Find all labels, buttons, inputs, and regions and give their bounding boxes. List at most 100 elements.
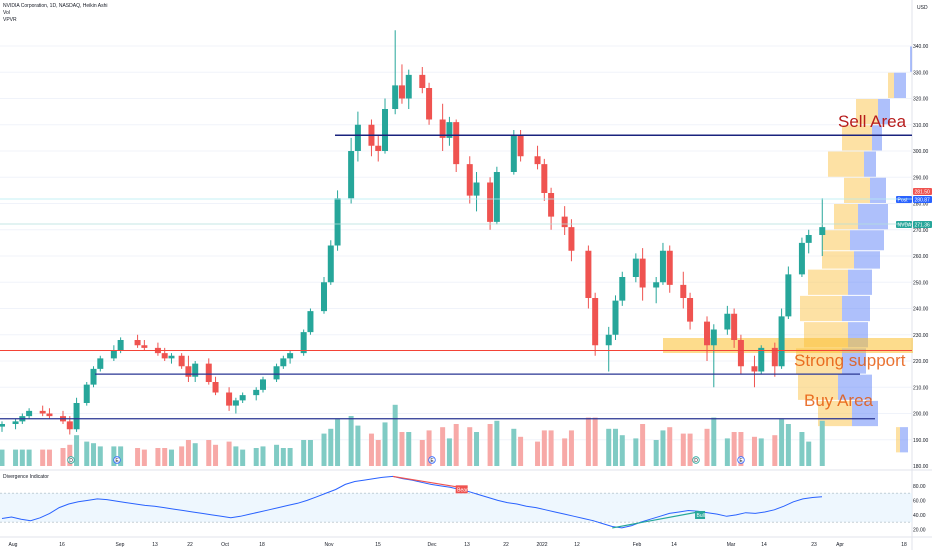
candle-body	[110, 350, 117, 359]
bear-divergence-line	[392, 475, 460, 488]
price-tick-label: 240.00	[913, 307, 929, 313]
candle-body	[46, 413, 53, 417]
candle-body	[493, 172, 500, 222]
price-tag-text: NVDA	[898, 223, 913, 229]
candle-body	[212, 382, 219, 393]
volume-bar	[399, 432, 405, 466]
price-tag	[913, 188, 932, 195]
volume-bar	[280, 448, 286, 466]
volume-bar	[274, 444, 280, 466]
vpvr-legend[interactable]: VPVR	[3, 17, 17, 23]
candle-body	[639, 258, 646, 288]
volume-bar	[711, 417, 717, 466]
time-tick-label: 15	[375, 542, 381, 548]
candle-body	[534, 156, 541, 165]
event-marker-letter: D	[69, 458, 73, 464]
vpvr-down-bar	[834, 204, 858, 230]
symbol-legend[interactable]: NVIDIA Corporation, 1D, NASDAQ, Heikin A…	[3, 3, 108, 9]
volume-bar	[162, 448, 168, 466]
candle-body	[273, 366, 280, 380]
price-tag	[896, 196, 912, 203]
candle-body	[300, 332, 307, 354]
volume-bar	[84, 441, 90, 466]
volume-bar	[687, 433, 693, 466]
vpvr-up-bar	[852, 400, 878, 427]
vpvr-down-bar	[842, 125, 872, 151]
candle-body	[737, 340, 744, 367]
volume-bar	[260, 446, 266, 466]
time-tick-label: 13	[152, 542, 158, 548]
indicator-band	[0, 493, 912, 523]
volume-bar	[606, 428, 612, 466]
indicator-title: Divergence Indicator	[3, 474, 49, 480]
candle-body	[12, 421, 19, 424]
candle-body	[561, 216, 568, 228]
candle-body	[375, 145, 382, 151]
price-tag	[896, 221, 912, 228]
candle-body	[446, 122, 453, 138]
candle-body	[73, 403, 80, 430]
candle-body	[585, 250, 592, 298]
indicator-tick-label: 40.00	[913, 513, 926, 519]
volume-bars	[0, 404, 825, 466]
candle-body	[731, 313, 738, 340]
candle-body	[785, 274, 792, 317]
time-tick-label: Feb	[633, 542, 642, 548]
vpvr-up-bar	[858, 204, 888, 230]
price-tick-label: 260.00	[913, 254, 929, 260]
price-tick-label: 220.00	[913, 359, 929, 365]
candle-body	[205, 363, 212, 382]
vpvr-down-bar	[822, 251, 854, 269]
time-tick-label: 16	[59, 542, 65, 548]
strong-support-zone	[663, 338, 913, 353]
candle-body	[259, 379, 266, 390]
volume-bar	[155, 448, 161, 466]
volume-bar	[453, 424, 459, 466]
volume-bar	[562, 438, 568, 466]
vpvr-down-bar	[896, 427, 900, 453]
volume-bar	[19, 449, 25, 466]
candle-body	[548, 193, 555, 217]
vpvr-up-bar	[870, 177, 886, 203]
candle-body	[510, 135, 517, 172]
time-tick-label: 14	[761, 542, 767, 548]
vpvr-down-bar	[828, 151, 864, 177]
candle-body	[710, 329, 717, 346]
candle-body	[354, 124, 361, 151]
candle-body	[426, 88, 433, 120]
volume-bar	[26, 449, 32, 466]
candle-body	[605, 334, 612, 346]
bull-tag-text: Bull	[697, 513, 705, 519]
volume-bar	[135, 448, 141, 466]
volume-bar	[141, 449, 147, 466]
vpvr-down-bar	[888, 72, 894, 98]
volume-bar	[321, 433, 327, 466]
candle-body	[232, 400, 239, 406]
volume-bar	[382, 422, 388, 466]
candle-body	[568, 227, 575, 251]
candle-body	[419, 74, 426, 88]
price-tick-label: 190.00	[913, 438, 929, 444]
volume-bar	[633, 438, 639, 466]
candle-body	[473, 182, 480, 196]
volume-bar	[419, 440, 425, 466]
volume-bar	[660, 430, 666, 466]
volume-bar	[233, 446, 239, 466]
candle-body	[168, 355, 175, 359]
event-marker	[67, 456, 75, 464]
volume-bar	[185, 440, 191, 466]
time-tick-label: 14	[671, 542, 677, 548]
vpvr-up-bar	[910, 46, 912, 72]
price-tick-label: 320.00	[913, 97, 929, 103]
candle-body	[134, 340, 141, 346]
volume-bar	[287, 448, 293, 466]
vol-legend[interactable]: Vol	[3, 10, 10, 16]
volume-bar	[494, 420, 500, 466]
volume-bar	[541, 430, 547, 466]
vpvr-down-bar	[856, 99, 878, 125]
vpvr-up-bar	[894, 72, 906, 98]
candle-body	[0, 424, 5, 427]
candle-body	[392, 85, 399, 109]
candle-body	[805, 235, 812, 243]
event-marker-letter: E	[115, 458, 119, 464]
